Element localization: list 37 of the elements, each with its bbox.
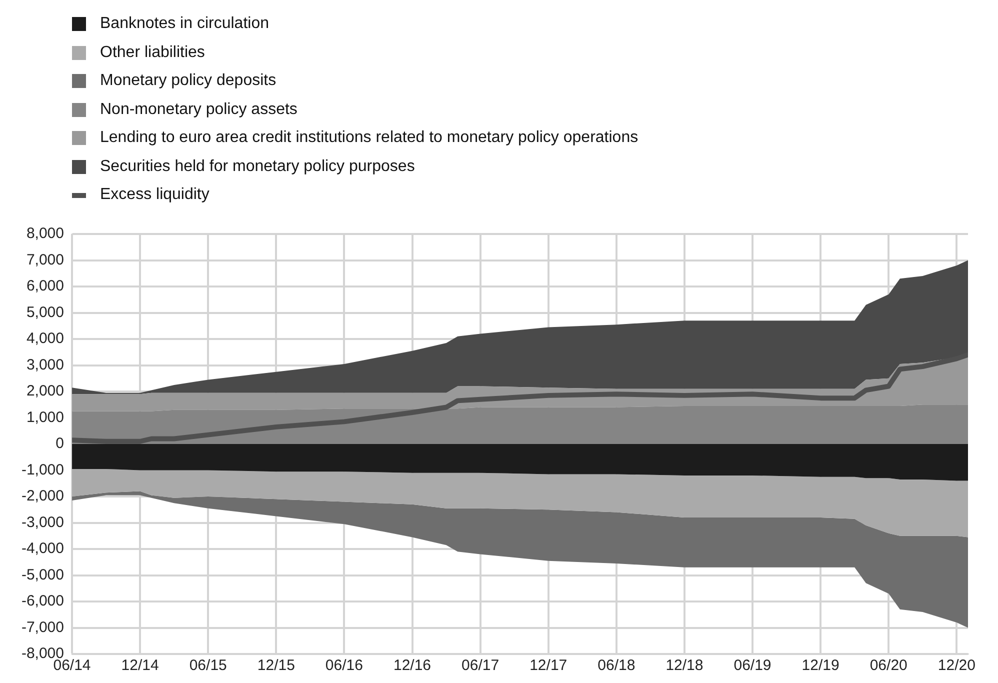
y-tick-label: -7,000 — [21, 618, 64, 636]
legend-label: Non-monetary policy assets — [100, 100, 298, 119]
x-tick-label: 06/17 — [462, 657, 500, 674]
y-tick-label: 1,000 — [26, 408, 64, 426]
x-tick-label: 06/16 — [325, 657, 363, 674]
x-tick-label: 12/18 — [666, 657, 704, 674]
x-tick-label: 12/20 — [938, 657, 976, 674]
y-tick-label: 0 — [56, 435, 64, 452]
x-tick-label: 06/15 — [189, 657, 227, 674]
y-tick-label: -5,000 — [21, 566, 64, 584]
y-tick-label: 2,000 — [26, 382, 64, 400]
y-tick-label: -4,000 — [21, 540, 64, 558]
legend-label: Securities held for monetary policy purposes — [100, 158, 415, 176]
legend-label: Lending to euro area credit institutions related to monetary policy operations — [100, 129, 638, 148]
legend-label: Excess liquidity — [100, 186, 210, 204]
x-tick-label: 06/18 — [598, 657, 636, 674]
legend-label: Banknotes in circulation — [100, 15, 269, 34]
y-tick-label: -6,000 — [21, 592, 64, 610]
x-tick-label: 06/14 — [53, 657, 91, 674]
x-tick-label: 12/17 — [530, 657, 568, 674]
legend-label: Monetary policy deposits — [100, 72, 276, 90]
y-tick-label: 4,000 — [26, 330, 64, 348]
x-tick-label: 12/19 — [802, 657, 840, 674]
y-tick-label: -3,000 — [21, 514, 64, 531]
y-tick-label: 5,000 — [26, 304, 64, 321]
legend-label: Other liabilities — [100, 44, 205, 62]
y-tick-label: 3,000 — [26, 356, 64, 374]
x-tick-label: 06/19 — [734, 657, 772, 674]
y-tick-label: 6,000 — [26, 278, 64, 295]
y-tick-label: -2,000 — [21, 488, 64, 505]
x-tick-label: 12/15 — [257, 657, 295, 674]
x-tick-label: 12/14 — [121, 657, 159, 674]
x-tick-label: 12/16 — [393, 657, 432, 674]
x-tick-label: 06/20 — [870, 657, 908, 674]
y-tick-label: 7,000 — [26, 251, 64, 268]
y-tick-label: -1,000 — [21, 461, 64, 478]
y-tick-label: 8,000 — [26, 225, 64, 242]
